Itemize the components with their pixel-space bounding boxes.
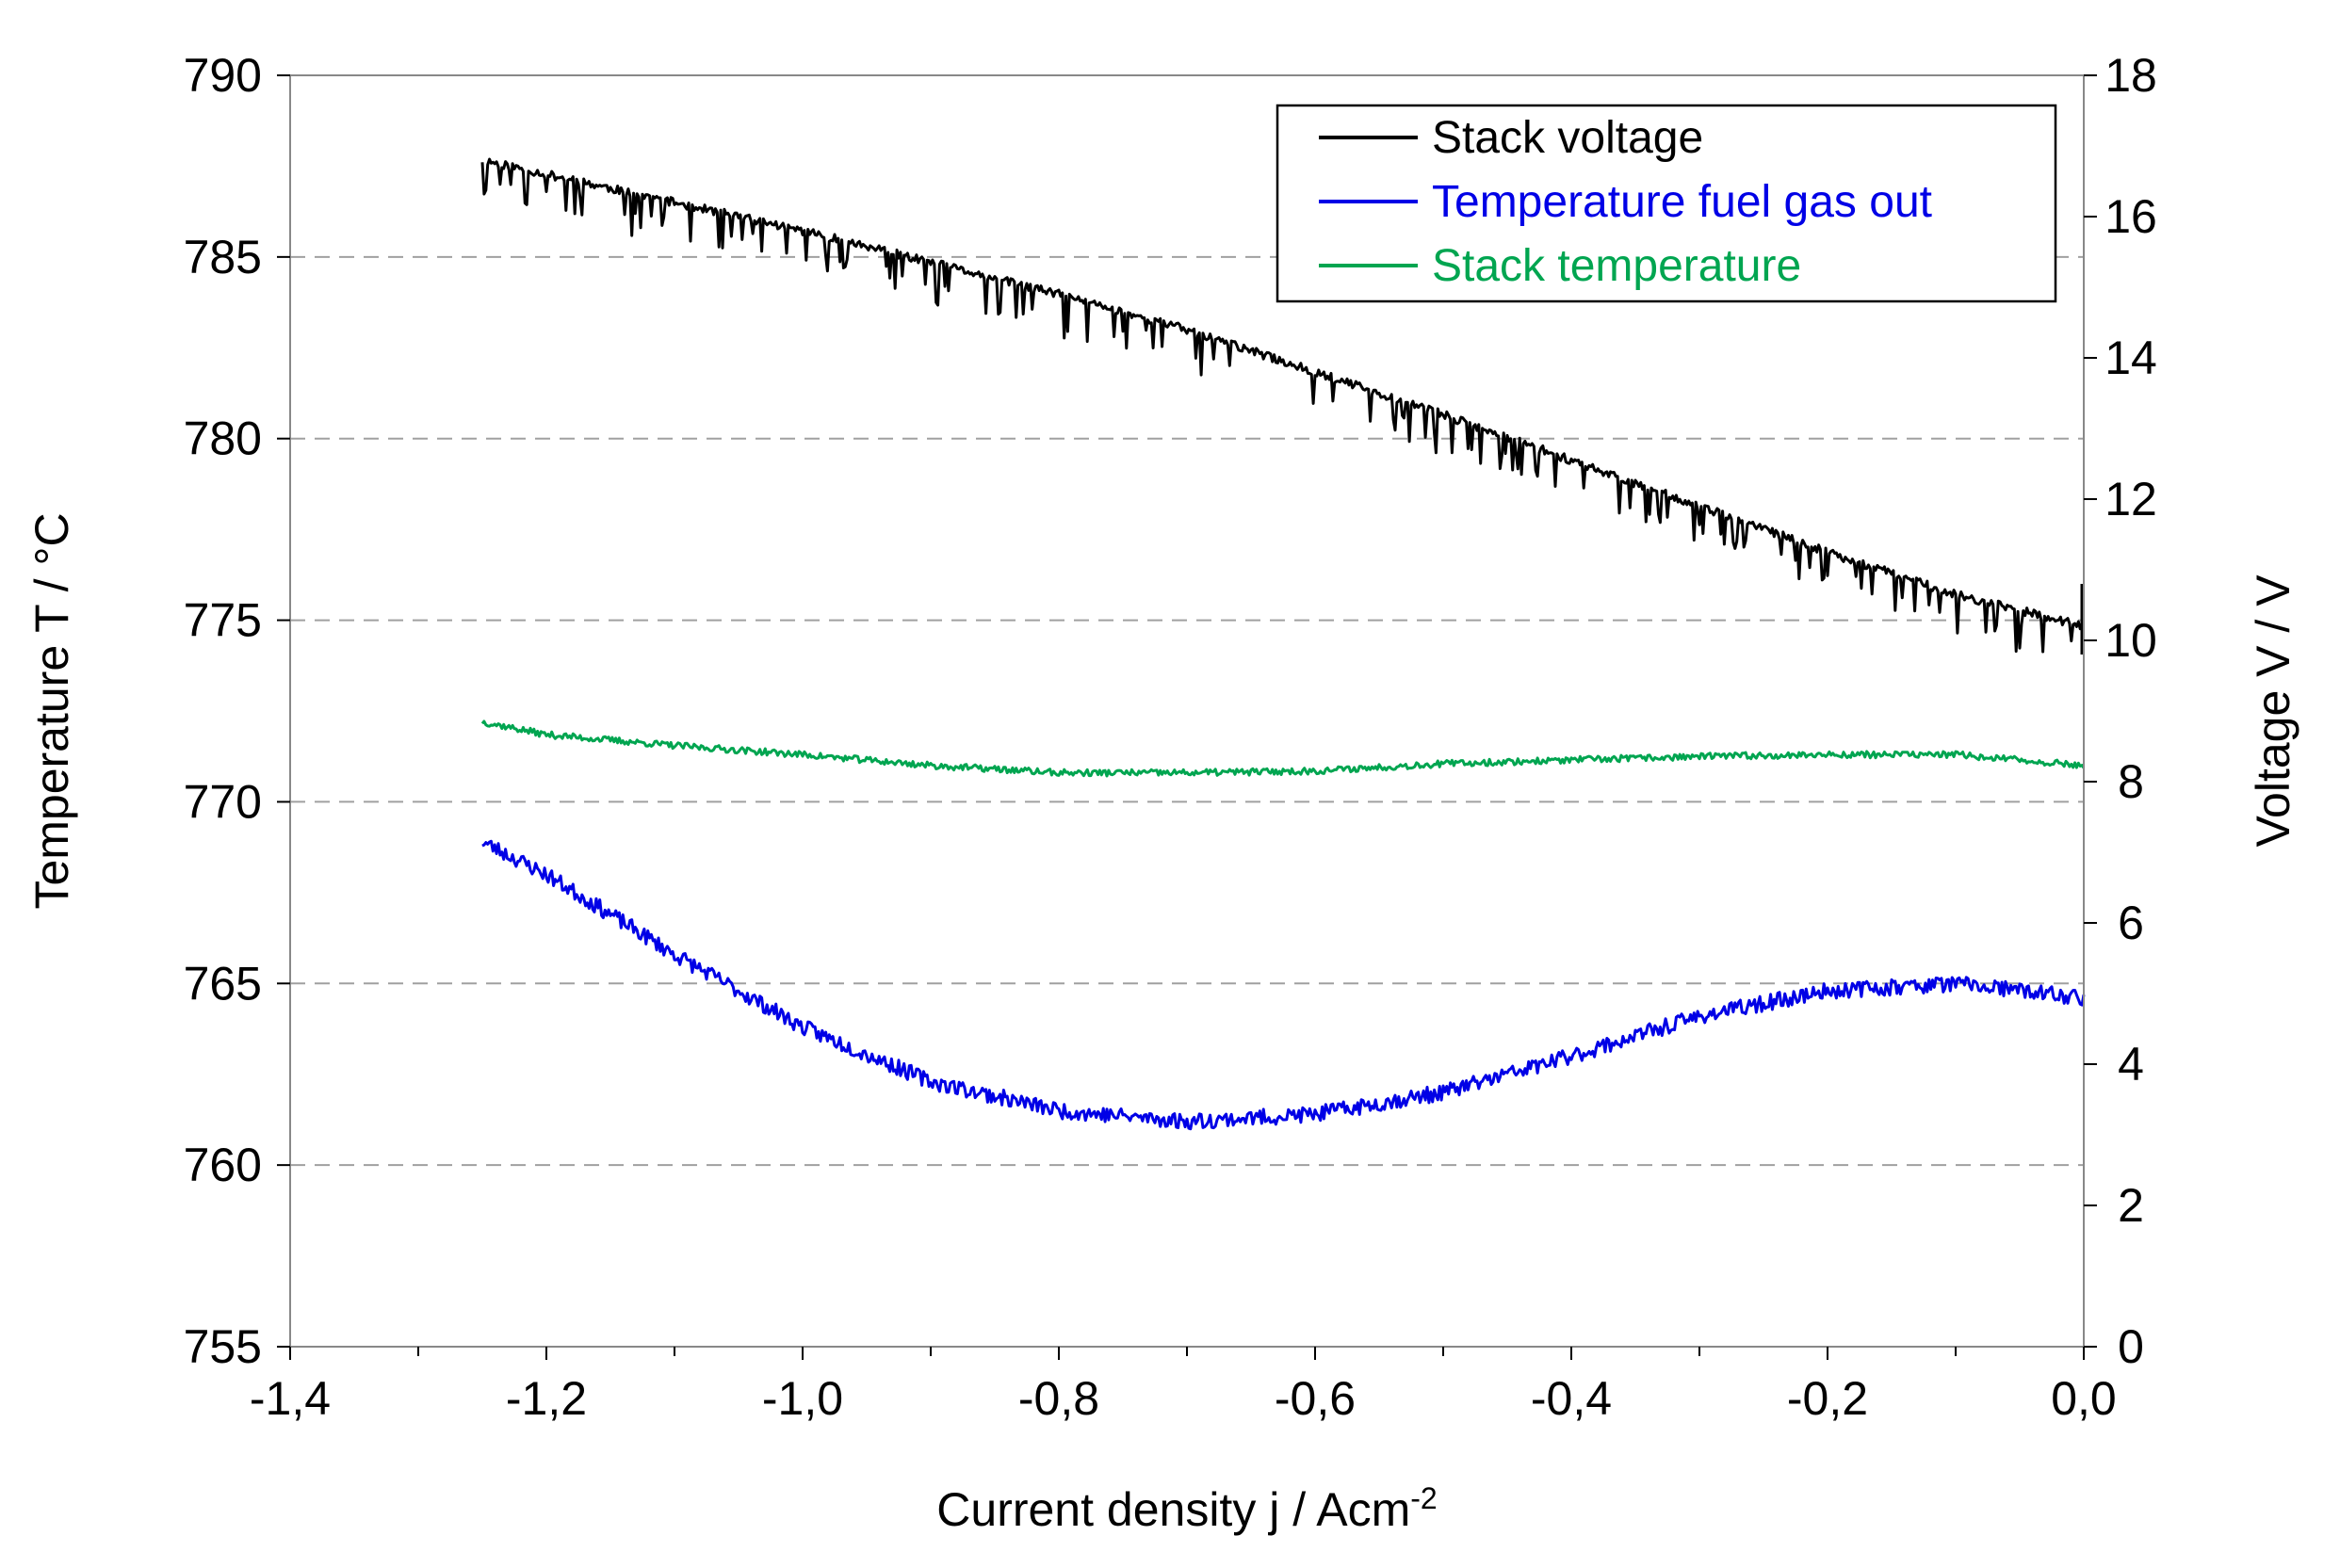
x-tick-label: 0,0 [2051,1372,2117,1425]
y-left-tick-label: 760 [184,1139,262,1191]
y-right-tick-label: 4 [2118,1038,2144,1091]
series-layer [480,157,2086,1131]
y-left-axis-ticks: 755 760 765 770 775 780 785 790 [184,49,290,1373]
legend-label-fuel-gas-out: Temperature fuel gas out [1432,177,1932,227]
x-tick-label: -1,4 [250,1372,331,1425]
y-left-tick-label: 780 [184,412,262,465]
x-axis-ticks: -1,4 -1,2 -1,0 -0,8 -0,6 -0,4 -0,2 0,0 [250,1347,2117,1425]
y-right-tick-label: 10 [2104,614,2157,667]
y-left-tick-label: 775 [184,594,262,647]
x-tick-label: -0,2 [1787,1372,1868,1425]
y-left-tick-label: 785 [184,231,262,283]
y-right-axis-ticks: 0 2 4 6 8 10 12 14 16 18 [2084,49,2157,1373]
y-right-tick-label: 14 [2104,331,2157,384]
y-right-tick-label: 6 [2118,897,2144,949]
y-right-axis-title: Voltage V / V [2247,574,2299,848]
x-tick-label: -0,4 [1531,1372,1612,1425]
y-right-tick-label: 2 [2118,1179,2144,1232]
legend: Stack voltage Temperature fuel gas out S… [1276,104,2057,303]
x-tick-label: -1,0 [762,1372,843,1425]
y-left-tick-label: 790 [184,49,262,102]
x-tick-label: -0,8 [1018,1372,1099,1425]
series-line-temperature-fuel-gas-out [481,839,2086,1131]
y-left-tick-label: 770 [184,775,262,828]
y-left-axis-title: Temperature T / °C [25,512,78,909]
x-tick-label: -0,6 [1275,1372,1356,1425]
x-tick-label: -1,2 [506,1372,587,1425]
x-axis-title: Current density j / Acm-2 [936,1481,1437,1536]
legend-label-stack-voltage: Stack voltage [1432,113,1703,163]
y-right-tick-label: 12 [2104,473,2157,525]
series-line-stack-temperature [480,719,2086,778]
y-left-tick-label: 755 [184,1320,262,1373]
y-right-tick-label: 16 [2104,190,2157,243]
series-line-stack-voltage [480,157,2085,654]
y-right-tick-label: 0 [2118,1320,2144,1373]
legend-label-stack-temperature: Stack temperature [1432,241,1801,291]
y-left-tick-label: 765 [184,957,262,1010]
y-right-tick-label: 8 [2118,755,2144,808]
y-right-tick-label: 18 [2104,49,2157,102]
